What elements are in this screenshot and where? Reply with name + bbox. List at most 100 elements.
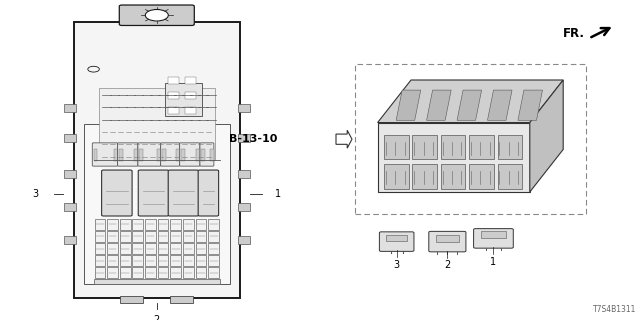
Bar <box>64 104 76 112</box>
Bar <box>157 267 168 278</box>
Bar <box>469 164 493 189</box>
Bar <box>209 219 219 230</box>
Bar <box>157 219 168 230</box>
Bar <box>120 231 131 242</box>
Bar <box>170 231 181 242</box>
Text: T7S4B1311: T7S4B1311 <box>593 305 637 314</box>
Bar <box>168 108 179 114</box>
Bar <box>157 255 168 266</box>
Bar <box>157 149 161 161</box>
Bar <box>93 149 97 161</box>
Bar <box>209 255 219 266</box>
Text: 3: 3 <box>394 260 400 270</box>
FancyBboxPatch shape <box>180 143 200 166</box>
Bar <box>107 267 118 278</box>
Polygon shape <box>378 123 530 192</box>
Bar <box>183 267 194 278</box>
Bar <box>114 149 118 161</box>
Bar <box>238 104 250 112</box>
Text: 2: 2 <box>444 260 451 270</box>
Bar <box>201 149 205 161</box>
Text: 2: 2 <box>154 315 160 320</box>
Bar <box>497 164 522 189</box>
Bar <box>132 243 143 254</box>
Bar <box>74 22 240 298</box>
Bar <box>386 235 408 241</box>
Bar <box>132 231 143 242</box>
Bar <box>107 219 118 230</box>
Bar <box>170 243 181 254</box>
Bar <box>145 231 156 242</box>
Bar <box>183 231 194 242</box>
Polygon shape <box>457 90 482 120</box>
Bar <box>64 134 76 142</box>
Bar <box>196 231 207 242</box>
Bar <box>120 219 131 230</box>
Bar <box>120 267 131 278</box>
Bar <box>469 135 493 159</box>
Bar <box>183 255 194 266</box>
Polygon shape <box>488 90 512 120</box>
Bar <box>412 164 437 189</box>
Bar <box>238 170 250 178</box>
Bar <box>196 219 207 230</box>
Bar <box>132 255 143 266</box>
Bar <box>93 279 220 284</box>
Bar <box>132 267 143 278</box>
Bar <box>209 267 219 278</box>
Bar <box>185 92 196 99</box>
FancyBboxPatch shape <box>168 170 198 216</box>
FancyBboxPatch shape <box>119 5 195 26</box>
Bar <box>183 243 194 254</box>
FancyBboxPatch shape <box>474 228 513 248</box>
Bar <box>95 243 105 254</box>
Bar <box>145 219 156 230</box>
Bar <box>209 231 219 242</box>
Bar <box>441 164 465 189</box>
Bar <box>196 267 207 278</box>
Circle shape <box>145 10 168 21</box>
Polygon shape <box>427 90 451 120</box>
Bar <box>176 149 180 161</box>
FancyBboxPatch shape <box>200 143 214 166</box>
Bar <box>145 255 156 266</box>
Bar <box>107 231 118 242</box>
Bar <box>497 135 522 159</box>
Bar <box>99 88 215 160</box>
Bar <box>157 243 168 254</box>
Bar <box>238 203 250 211</box>
Bar <box>165 83 202 116</box>
Polygon shape <box>530 80 563 192</box>
Text: FR.: FR. <box>563 27 585 40</box>
Bar <box>145 243 156 254</box>
Bar <box>64 236 76 244</box>
Bar <box>95 267 105 278</box>
FancyBboxPatch shape <box>138 143 161 166</box>
Bar <box>170 219 181 230</box>
FancyBboxPatch shape <box>102 170 132 216</box>
Bar <box>119 149 123 161</box>
Bar <box>84 124 230 284</box>
Bar <box>120 296 143 303</box>
Bar <box>384 164 408 189</box>
Bar <box>196 255 207 266</box>
Bar <box>384 135 408 159</box>
Bar <box>132 219 143 230</box>
FancyBboxPatch shape <box>138 170 169 216</box>
Bar <box>170 267 181 278</box>
Bar <box>168 77 179 84</box>
FancyBboxPatch shape <box>380 232 414 252</box>
Bar <box>170 255 181 266</box>
Bar <box>120 255 131 266</box>
Bar <box>436 235 459 242</box>
Bar <box>139 149 143 161</box>
Bar <box>145 267 156 278</box>
Text: 1: 1 <box>490 257 497 267</box>
Text: 1: 1 <box>275 189 282 199</box>
Bar <box>107 255 118 266</box>
Bar <box>355 64 586 214</box>
Bar <box>196 243 207 254</box>
Bar <box>95 231 105 242</box>
Bar <box>185 108 196 114</box>
Bar <box>162 149 166 161</box>
